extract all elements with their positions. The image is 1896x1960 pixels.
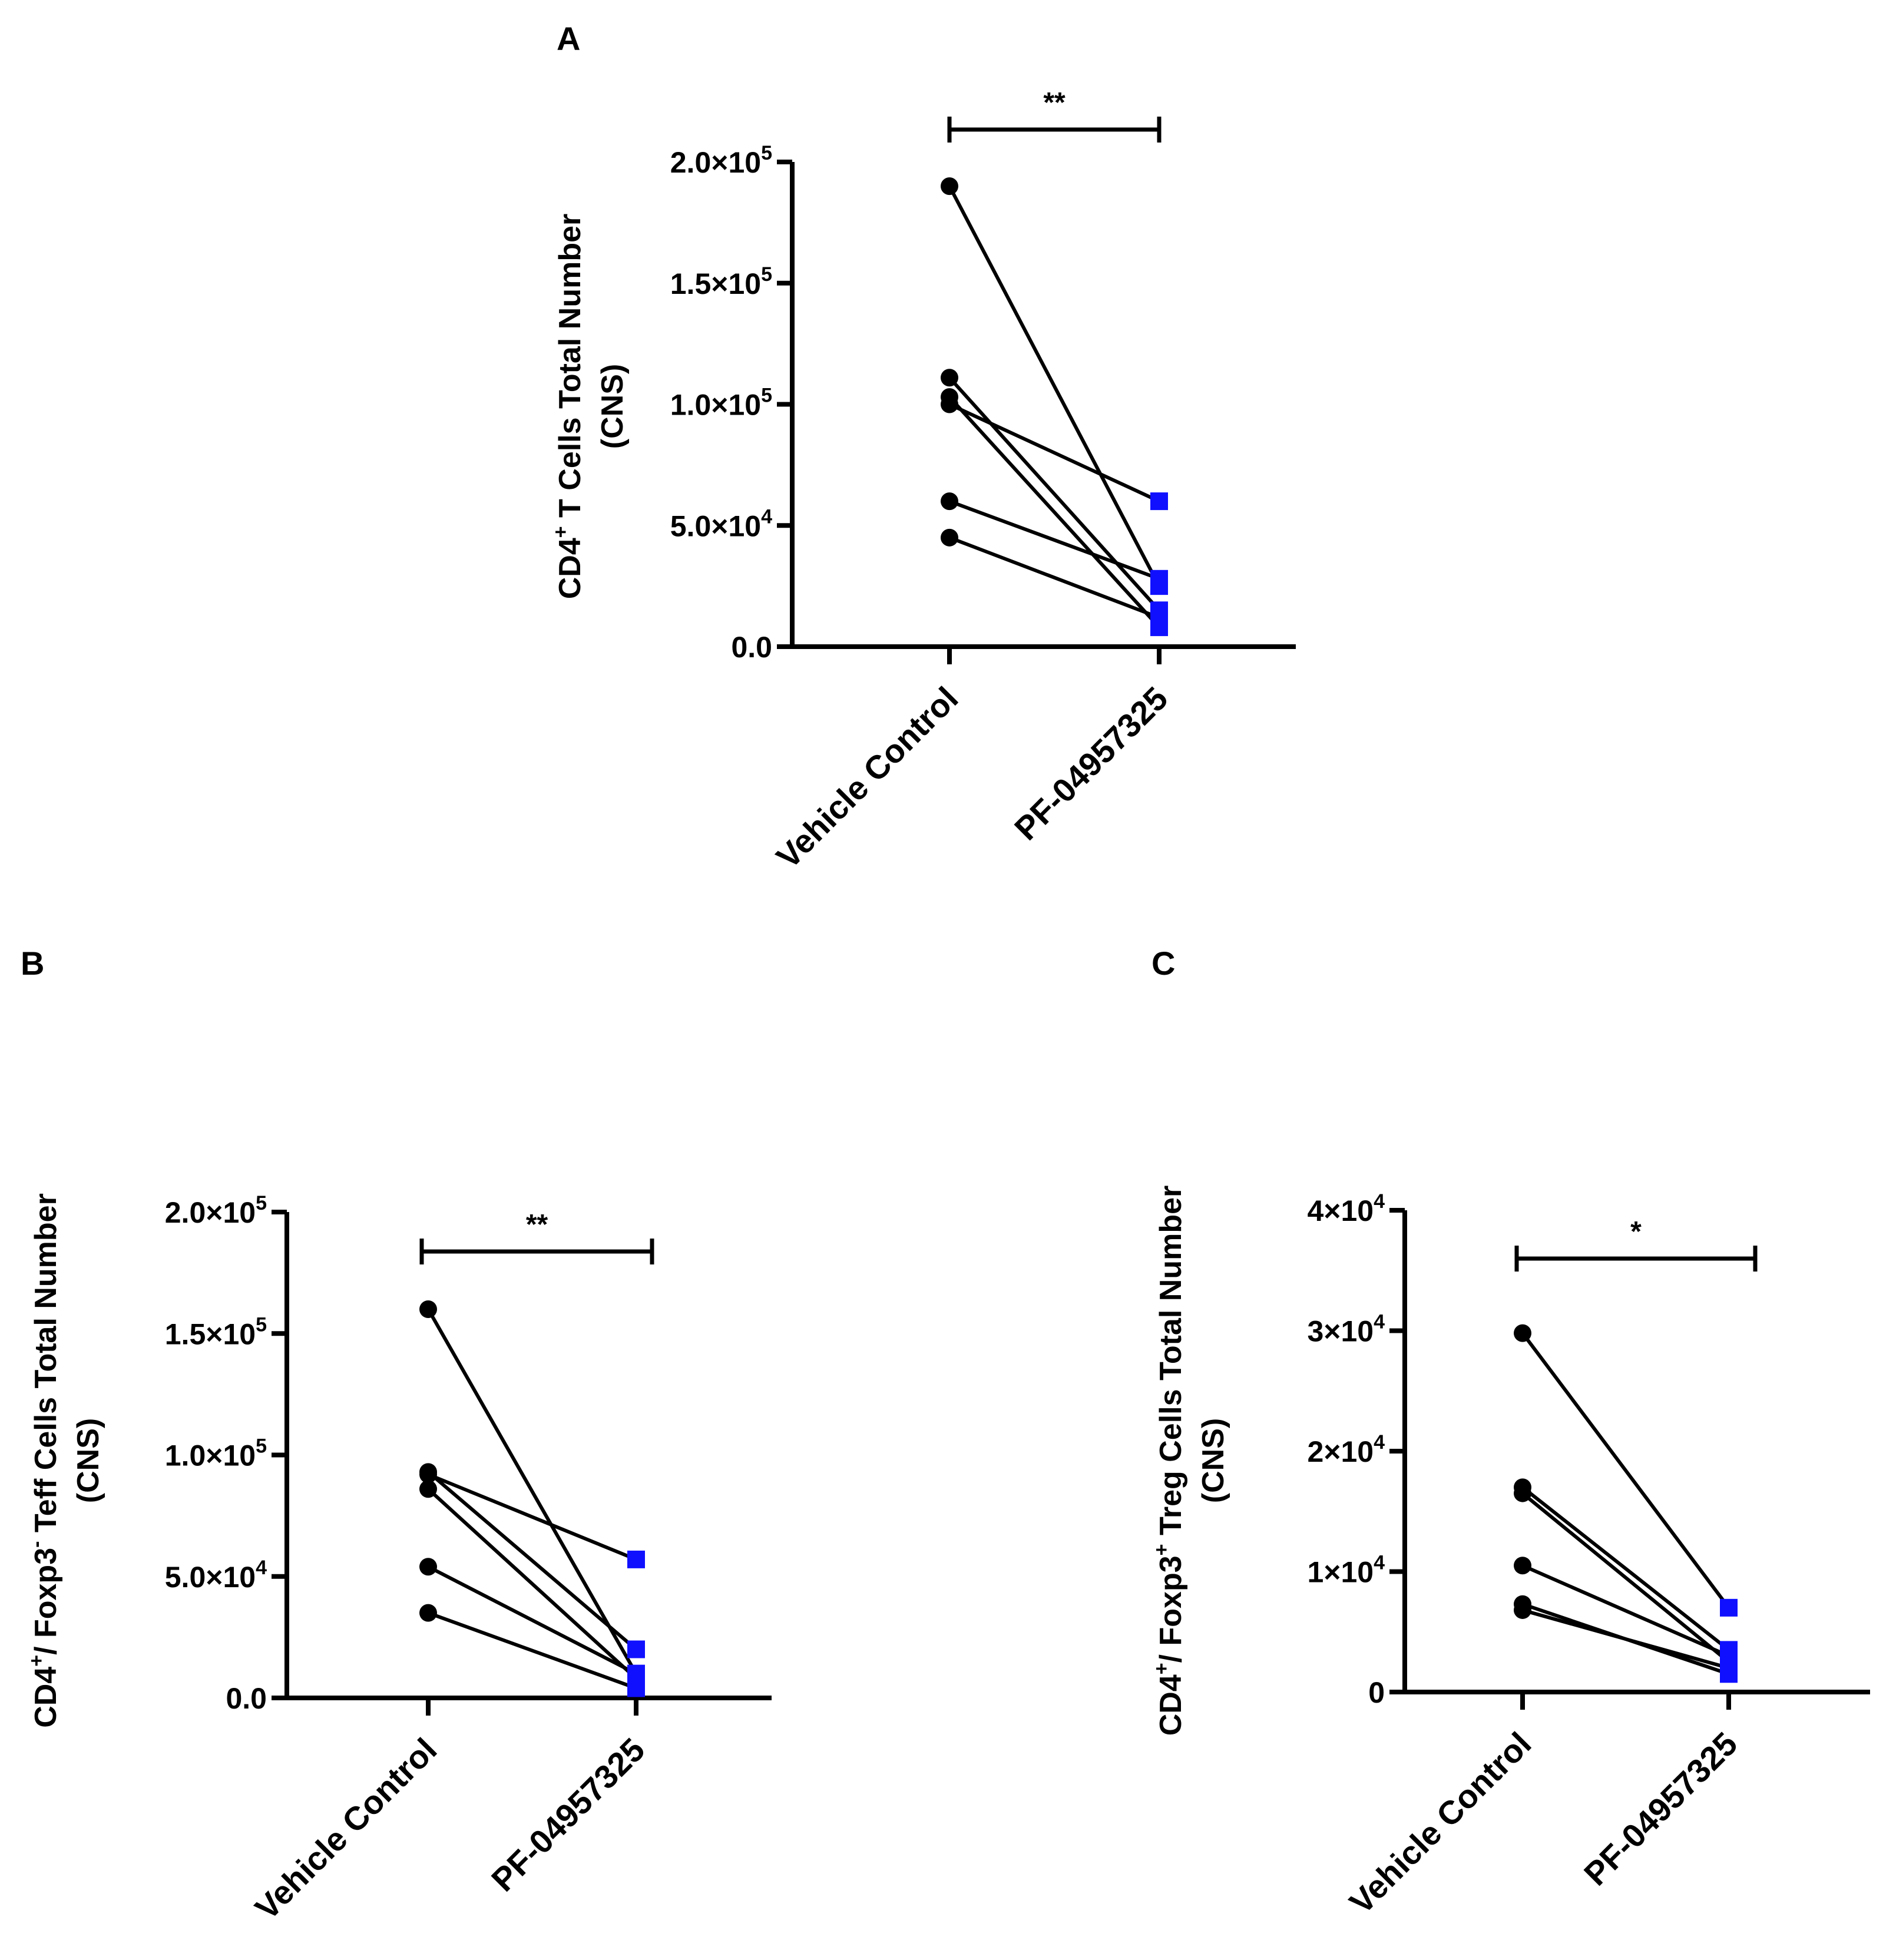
significance-label: * xyxy=(1630,1216,1642,1247)
significance-bracket: * xyxy=(1514,1216,1758,1272)
pair-line xyxy=(427,1472,637,1561)
x-category-label: PF-04957325 xyxy=(1007,680,1175,847)
vehicle-point xyxy=(419,1480,437,1498)
vehicle-point xyxy=(419,1558,437,1576)
y-tick-label: 2×104 xyxy=(1307,1431,1385,1468)
y-axis-label-c: CD4+/ Foxp3+ Treg Cells Total Number (CN… xyxy=(1150,1186,1230,1736)
panel-letter-a: A xyxy=(557,20,580,57)
vehicle-point xyxy=(941,492,958,511)
pair-line xyxy=(948,396,1161,629)
y-axis-label-a: CD4+ T Cells Total Number (CNS) xyxy=(550,214,630,600)
pair-line xyxy=(427,1611,637,1690)
treated-point xyxy=(1150,570,1168,588)
vehicle-point xyxy=(941,395,958,413)
pair-line xyxy=(948,536,1160,620)
y-tick-label: 0.0 xyxy=(731,631,772,664)
vehicle-point xyxy=(1514,1324,1531,1342)
panel-a: A CD4+ T Cells Total Number (CNS) 0.0 5.0… xyxy=(550,20,1296,876)
vehicle-point xyxy=(941,369,958,387)
y-tick-label: 1.0×105 xyxy=(670,385,772,422)
y-tick-label: 2.0×105 xyxy=(670,142,772,179)
treated-point xyxy=(1720,1598,1738,1617)
treated-point xyxy=(1150,608,1168,627)
vehicle-point xyxy=(941,177,958,196)
significance-bracket: ** xyxy=(419,1209,654,1264)
svg-text:CD4+/ Foxp3+ Treg Cells Total: CD4+/ Foxp3+ Treg Cells Total Number xyxy=(1150,1186,1188,1736)
plot-area-a: 0.0 5.0×104 1.0×105 1.5×105 2.0×105 Vehicle C… xyxy=(670,87,1296,876)
y-tick-label: 4×104 xyxy=(1307,1190,1385,1227)
panel-letter-c: C xyxy=(1152,945,1175,982)
x-category-label: PF-04957325 xyxy=(1577,1725,1745,1893)
svg-text:(CNS): (CNS) xyxy=(71,1418,105,1503)
x-category-label: Vehicle Control xyxy=(769,680,965,876)
y-tick-label: 3×104 xyxy=(1307,1311,1385,1348)
y-tick-label: 5.0×104 xyxy=(670,505,772,542)
vehicle-point xyxy=(1514,1601,1531,1619)
pair-line xyxy=(426,1488,638,1680)
significance-label: ** xyxy=(526,1209,548,1240)
y-tick-label: 0.0 xyxy=(226,1682,267,1715)
svg-text:CD4+ T Cells Total Number: CD4+ T Cells Total Number xyxy=(550,214,587,600)
panel-letter-b: B xyxy=(21,945,44,982)
vehicle-point xyxy=(1514,1484,1531,1502)
plot-area-b: 0.0 5.0×104 1.0×105 1.5×105 2.0×105 Vehicle C… xyxy=(165,1192,772,1927)
significance-bracket: ** xyxy=(947,87,1162,143)
vehicle-point xyxy=(941,528,958,547)
treated-point xyxy=(1150,492,1168,511)
y-tick-label: 1.5×105 xyxy=(670,263,772,300)
plot-area-c: 0 1×104 2×104 3×104 4×104 Vehicle Control PF-0… xyxy=(1307,1190,1870,1921)
pair-line xyxy=(1521,1485,1730,1651)
pair-line xyxy=(948,376,1161,612)
svg-text:(CNS): (CNS) xyxy=(595,364,630,449)
x-category-label: PF-04957325 xyxy=(484,1731,652,1899)
pair-line xyxy=(948,402,1160,503)
treated-point xyxy=(627,1640,645,1658)
pair-line xyxy=(427,1471,637,1651)
treated-point xyxy=(627,1679,645,1697)
pair-line xyxy=(948,499,1160,581)
y-tick-label: 1.5×105 xyxy=(165,1313,267,1350)
vehicle-point xyxy=(419,1604,437,1622)
treated-point xyxy=(1720,1659,1738,1677)
y-tick-label: 1×104 xyxy=(1307,1552,1385,1589)
panel-b: B CD4+/ Foxp3- Teff Cells Total Number (… xyxy=(21,945,772,1927)
pair-line xyxy=(948,185,1161,587)
y-tick-label: 0 xyxy=(1368,1676,1385,1709)
pair-line xyxy=(1521,1492,1730,1664)
y-tick-label: 5.0×104 xyxy=(165,1557,267,1594)
y-axis-label-b: CD4+/ Foxp3- Teff Cells Total Number (CN… xyxy=(25,1193,105,1728)
pair-line xyxy=(427,1565,637,1676)
pair-line xyxy=(1521,1564,1730,1658)
treated-point xyxy=(627,1550,645,1568)
vehicle-point xyxy=(1514,1557,1531,1575)
significance-label: ** xyxy=(1043,87,1066,118)
vehicle-point xyxy=(419,1300,437,1318)
y-tick-label: 1.0×105 xyxy=(165,1435,267,1472)
pair-line xyxy=(426,1308,638,1675)
x-category-label: Vehicle Control xyxy=(1342,1725,1538,1921)
pair-line xyxy=(1521,1332,1730,1609)
vehicle-point xyxy=(419,1465,437,1484)
svg-text:CD4+/ Foxp3- Teff Cells Total: CD4+/ Foxp3- Teff Cells Total Number xyxy=(25,1193,63,1728)
svg-text:(CNS): (CNS) xyxy=(1196,1418,1230,1503)
y-tick-label: 2.0×105 xyxy=(165,1192,267,1229)
pair-line xyxy=(1522,1608,1729,1670)
panel-c: C CD4+/ Foxp3+ Treg Cells Total Number (… xyxy=(1150,945,1870,1921)
x-category-label: Vehicle Control xyxy=(248,1731,444,1927)
